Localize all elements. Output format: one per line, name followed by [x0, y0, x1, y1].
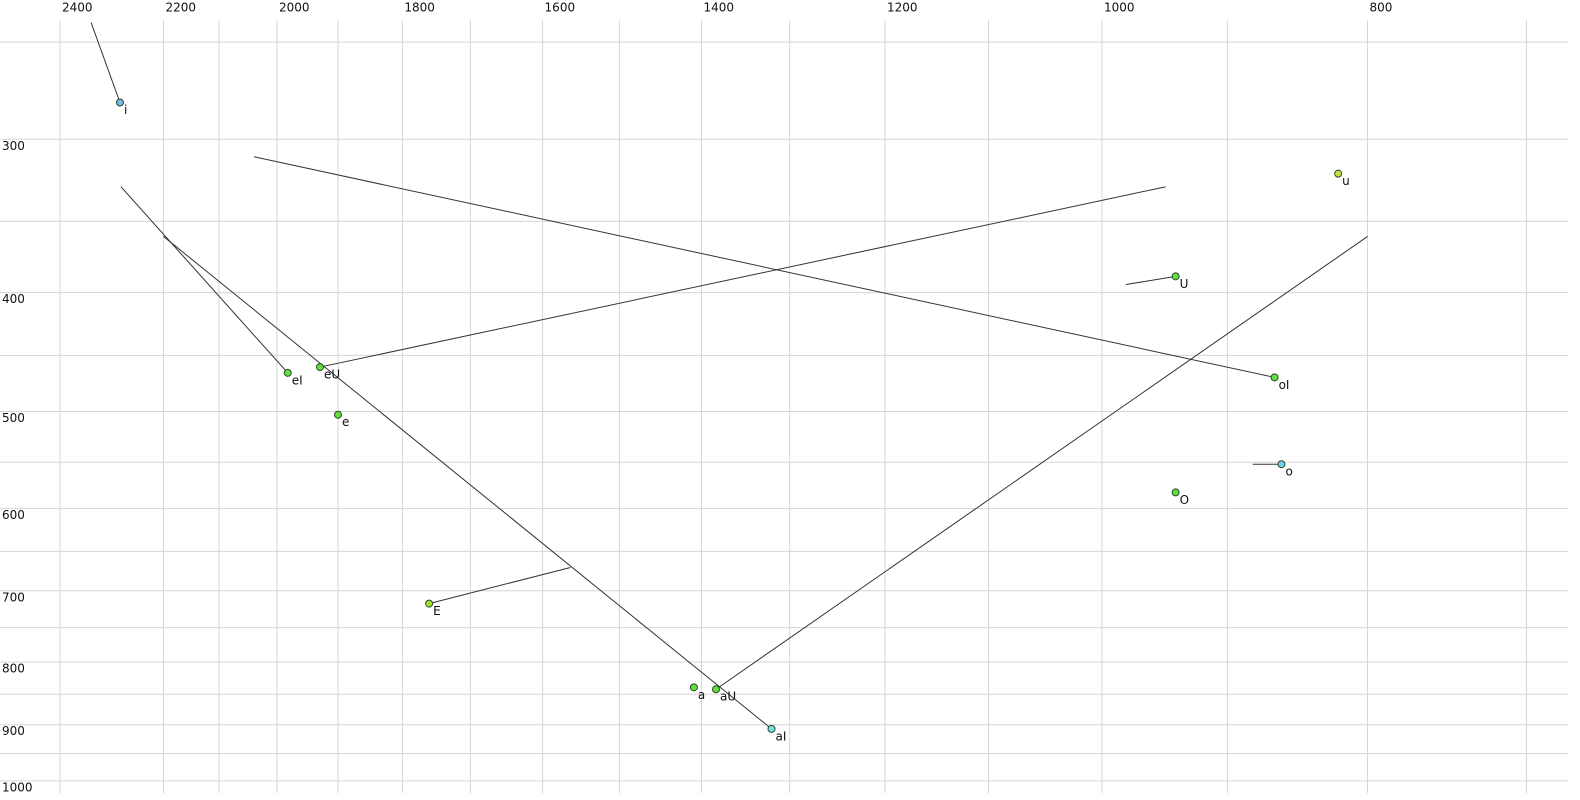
vowel-point [425, 599, 434, 608]
x-tick-label: 800 [1370, 1, 1393, 15]
x-tick-label: 1000 [1104, 1, 1135, 15]
x-tick-label: 1600 [545, 1, 576, 15]
vowel-point [767, 724, 776, 733]
vowel-label: aU [720, 690, 736, 704]
y-tick-label: 1000 [2, 780, 33, 794]
y-tick-label: 800 [2, 661, 25, 675]
y-tick-label: 300 [2, 139, 25, 153]
vowel-point [1334, 169, 1343, 178]
vowel-label: oI [1279, 378, 1290, 392]
x-tick-label: 1400 [703, 1, 734, 15]
vowel-label: e [342, 415, 349, 429]
y-tick-label: 700 [2, 590, 25, 604]
vowel-point [115, 98, 124, 107]
vowel-label: U [1180, 277, 1189, 291]
trajectory [428, 566, 571, 605]
vowel-point [315, 363, 324, 372]
trajectory [1125, 275, 1176, 286]
vowel-point [334, 410, 343, 419]
vowel-point [283, 368, 292, 377]
y-tick-label: 400 [2, 292, 25, 306]
vowel-label: eI [292, 373, 303, 387]
vowel-point [1270, 373, 1279, 382]
vowel-point [689, 683, 698, 692]
x-tick-label: 1800 [404, 1, 435, 15]
vowel-label: eU [324, 368, 340, 382]
vowel-point [1171, 272, 1180, 281]
y-tick-label: 500 [2, 411, 25, 425]
vowel-label: E [433, 604, 441, 618]
trajectory [120, 186, 289, 374]
vowel-label: o [1285, 465, 1292, 479]
vowel-point [712, 685, 721, 694]
vowel-label: aI [776, 729, 787, 743]
vowel-label: O [1180, 493, 1189, 507]
x-tick-label: 2200 [166, 1, 197, 15]
trajectory [163, 236, 772, 730]
vowel-point [1277, 460, 1286, 469]
vowel-label: a [698, 688, 705, 702]
x-tick-label: 2400 [62, 1, 93, 15]
y-tick-label: 600 [2, 508, 25, 522]
vowel-label: u [1342, 174, 1350, 188]
vowel-point [1171, 488, 1180, 497]
trajectory [253, 156, 1275, 378]
x-tick-label: 2000 [279, 1, 310, 15]
vowel-label: i [124, 103, 127, 117]
y-tick-label: 900 [2, 724, 25, 738]
trajectory [715, 236, 1368, 690]
x-tick-label: 1200 [887, 1, 918, 15]
trajectory [90, 22, 121, 103]
trajectory [319, 186, 1166, 368]
